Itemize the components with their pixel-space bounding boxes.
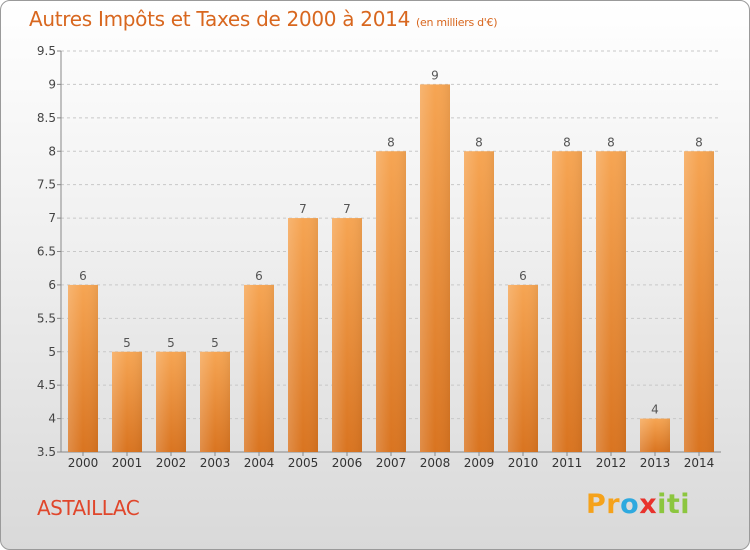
x-tick-label: 2005 [288,456,319,470]
x-tick-label: 2012 [596,456,627,470]
bar-value-label: 4 [651,403,659,417]
y-tick-label: 9 [48,77,56,91]
bar-value-label: 8 [475,135,483,149]
bar-shade [156,351,186,452]
y-tick-label: 3.5 [37,445,56,459]
logo-letter: i [680,489,691,520]
bar-shade [112,351,142,452]
bar-value-label: 5 [211,336,219,350]
x-tick-label: 2010 [508,456,539,470]
y-tick-label: 8.5 [37,111,56,125]
x-tick-label: 2003 [200,456,231,470]
y-tick-label: 9.5 [37,44,56,58]
logo-letter: i [657,489,667,520]
chart-title: Autres Impôts et Taxes de 2000 à 2014 (en… [29,7,497,31]
x-tick-label: 2006 [332,456,363,470]
bar-value-label: 8 [607,135,615,149]
x-tick-label: 2013 [640,456,671,470]
bar-shade [376,151,406,452]
commune-name: ASTAILLAC [37,496,140,520]
x-tick-label: 2011 [552,456,583,470]
bar-shade [332,218,362,452]
bar-shade [640,418,670,452]
x-tick-label: 2000 [68,456,99,470]
bar-shade [508,284,538,452]
x-tick-label: 2007 [376,456,407,470]
y-tick-label: 6 [48,278,56,292]
bar-value-label: 5 [167,336,175,350]
bar-shade [596,151,626,452]
bar-value-label: 6 [519,269,527,283]
x-tick-label: 2001 [112,456,143,470]
y-tick-label: 6.5 [37,245,56,259]
y-tick-label: 7 [48,211,56,225]
chart-subtitle: (en milliers d'€) [416,16,498,29]
chart-title-text: Autres Impôts et Taxes de 2000 à 2014 [29,7,410,31]
logo-letter: r [606,489,621,520]
bar-value-label: 6 [79,269,87,283]
bar-shade [464,151,494,452]
bar-value-label: 5 [123,336,131,350]
bar-shade [684,151,714,452]
bar-value-label: 7 [299,202,307,216]
x-tick-label: 2002 [156,456,187,470]
x-tick-label: 2004 [244,456,275,470]
x-tick-label: 2008 [420,456,451,470]
x-tick-label: 2014 [684,456,715,470]
bar-value-label: 8 [563,135,571,149]
bar-shade [288,218,318,452]
logo-letter: o [620,489,640,520]
bar-shade [552,151,582,452]
y-tick-label: 7.5 [37,178,56,192]
bar-shade [420,84,450,453]
bar-shade [68,284,98,452]
y-tick-label: 4 [48,412,56,426]
bar-value-label: 8 [695,135,703,149]
x-tick-label: 2009 [464,456,495,470]
bar-value-label: 7 [343,202,351,216]
proxiti-logo: Proxiti [586,489,690,520]
bar-shade [244,284,274,452]
y-tick-label: 8 [48,144,56,158]
logo-letter: t [666,489,681,520]
y-tick-label: 5 [48,345,56,359]
bar-value-label: 6 [255,269,263,283]
logo-letter: x [639,489,658,520]
bar-shade [200,351,230,452]
y-tick-label: 4.5 [37,378,56,392]
logo-letter: P [586,489,607,520]
bar-value-label: 8 [387,135,395,149]
y-tick-label: 5.5 [37,311,56,325]
bar-value-label: 9 [431,68,439,82]
